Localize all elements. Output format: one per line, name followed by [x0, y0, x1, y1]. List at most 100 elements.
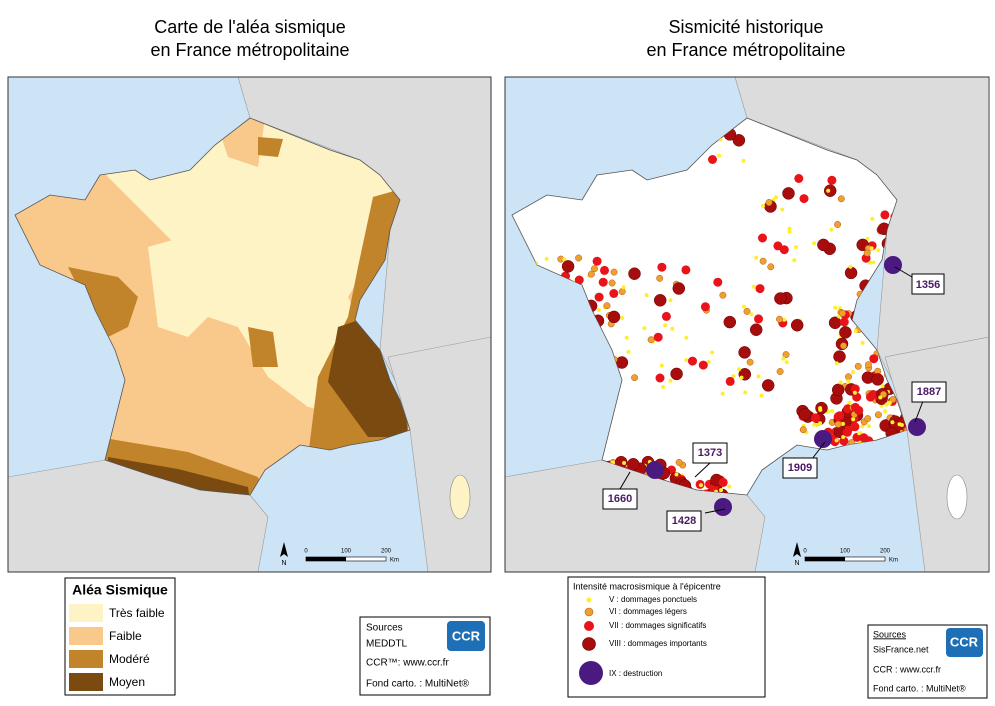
epicenter	[594, 292, 604, 302]
epicenter	[834, 438, 839, 443]
epicenter	[742, 304, 746, 309]
epicenter	[845, 373, 852, 381]
sources: Sources MEDDTL CCR™: www.ccr.fr Fond car…	[359, 616, 491, 696]
sources-line: CCR : www.ccr.fr	[873, 664, 941, 674]
epicenter	[852, 392, 862, 402]
epicenter	[627, 458, 640, 471]
marker	[582, 637, 596, 651]
epicenter	[780, 207, 785, 212]
sources-line: Fond carto. : MultiNet®	[873, 683, 966, 693]
epicenter	[756, 374, 761, 379]
epicenter	[853, 329, 858, 333]
epicenter-major	[714, 498, 732, 516]
epicenter	[628, 267, 641, 280]
epicenter	[790, 318, 804, 332]
logo-text: CCR	[950, 634, 979, 649]
north: N	[794, 560, 799, 567]
epicenter	[647, 336, 655, 344]
epicenter	[618, 288, 626, 296]
epicenter	[890, 420, 895, 425]
epicenter	[774, 292, 787, 305]
epicenter	[841, 435, 846, 439]
epicenter	[814, 422, 819, 427]
epicenter	[874, 411, 882, 419]
epicenter	[761, 204, 765, 208]
epicenter	[850, 384, 860, 394]
epicenter	[792, 258, 797, 263]
epicenter	[620, 316, 625, 320]
epicenter	[787, 229, 792, 234]
epicenter	[865, 236, 870, 241]
title: Sismicité historique	[668, 17, 823, 37]
scale	[805, 557, 845, 561]
annotation: 1428	[672, 515, 696, 527]
annotation: 1373	[698, 447, 722, 459]
epicenter	[621, 285, 626, 290]
epicenter	[749, 312, 754, 317]
epicenter	[876, 248, 881, 253]
epicenter	[826, 188, 831, 193]
legend-item: Moyen	[109, 675, 145, 689]
legend-title: Aléa Sismique	[72, 582, 168, 598]
epicenter	[784, 360, 789, 365]
epicenter	[653, 294, 667, 307]
epicenter	[668, 378, 673, 383]
epicenter	[754, 255, 759, 260]
epicenter	[850, 402, 860, 412]
epicenter	[776, 315, 783, 323]
epicenter	[847, 400, 852, 405]
epicenter	[834, 361, 839, 366]
epicenter	[889, 396, 897, 403]
epicenter	[869, 246, 874, 251]
epicenter	[624, 335, 629, 340]
epicenter	[878, 395, 883, 400]
epicenter	[829, 227, 834, 232]
sources-heading: Sources	[366, 623, 403, 634]
epicenter	[787, 226, 792, 231]
legend-item: Très faible	[109, 606, 165, 620]
epicenter	[657, 262, 667, 272]
epicenter	[708, 155, 717, 164]
marker	[584, 607, 594, 617]
epicenter	[899, 423, 904, 427]
epicenter	[622, 461, 627, 465]
epicenter	[827, 175, 837, 185]
epicenter	[655, 373, 665, 383]
epicenter	[684, 358, 689, 363]
epicenter	[782, 187, 795, 200]
epicenter	[799, 194, 809, 204]
epicenter	[615, 356, 629, 369]
epicenter	[852, 390, 857, 395]
logo	[946, 628, 983, 657]
swatch	[69, 650, 103, 668]
legend-item: VII : dommages significatifs	[609, 621, 706, 630]
callout-box	[911, 381, 947, 403]
epicenter	[710, 350, 715, 355]
epicenter	[743, 307, 751, 315]
epicenter	[818, 406, 823, 411]
epicenter	[839, 317, 849, 327]
epicenter	[834, 420, 842, 428]
epicenter-major	[814, 430, 832, 448]
epicenter	[608, 279, 616, 287]
callout-box	[782, 457, 818, 479]
zone-modere	[258, 137, 283, 157]
epicenter-major	[884, 256, 902, 274]
epicenter	[642, 326, 647, 331]
epicenter	[737, 367, 741, 372]
scale-label: Km	[889, 558, 898, 564]
epicenter	[731, 374, 736, 379]
epicenter	[833, 350, 846, 363]
epicenter-major	[908, 418, 926, 436]
epicenter	[871, 373, 884, 386]
epicenter	[741, 158, 746, 163]
leader	[811, 441, 826, 460]
epicenter	[759, 257, 767, 265]
neighbors	[168, 77, 491, 408]
epicenter	[848, 264, 853, 269]
scale-label: 100	[341, 549, 352, 555]
scale-bar: 0 100 200 Km	[803, 549, 898, 564]
epicenter	[725, 376, 735, 386]
epicenter	[834, 221, 842, 228]
